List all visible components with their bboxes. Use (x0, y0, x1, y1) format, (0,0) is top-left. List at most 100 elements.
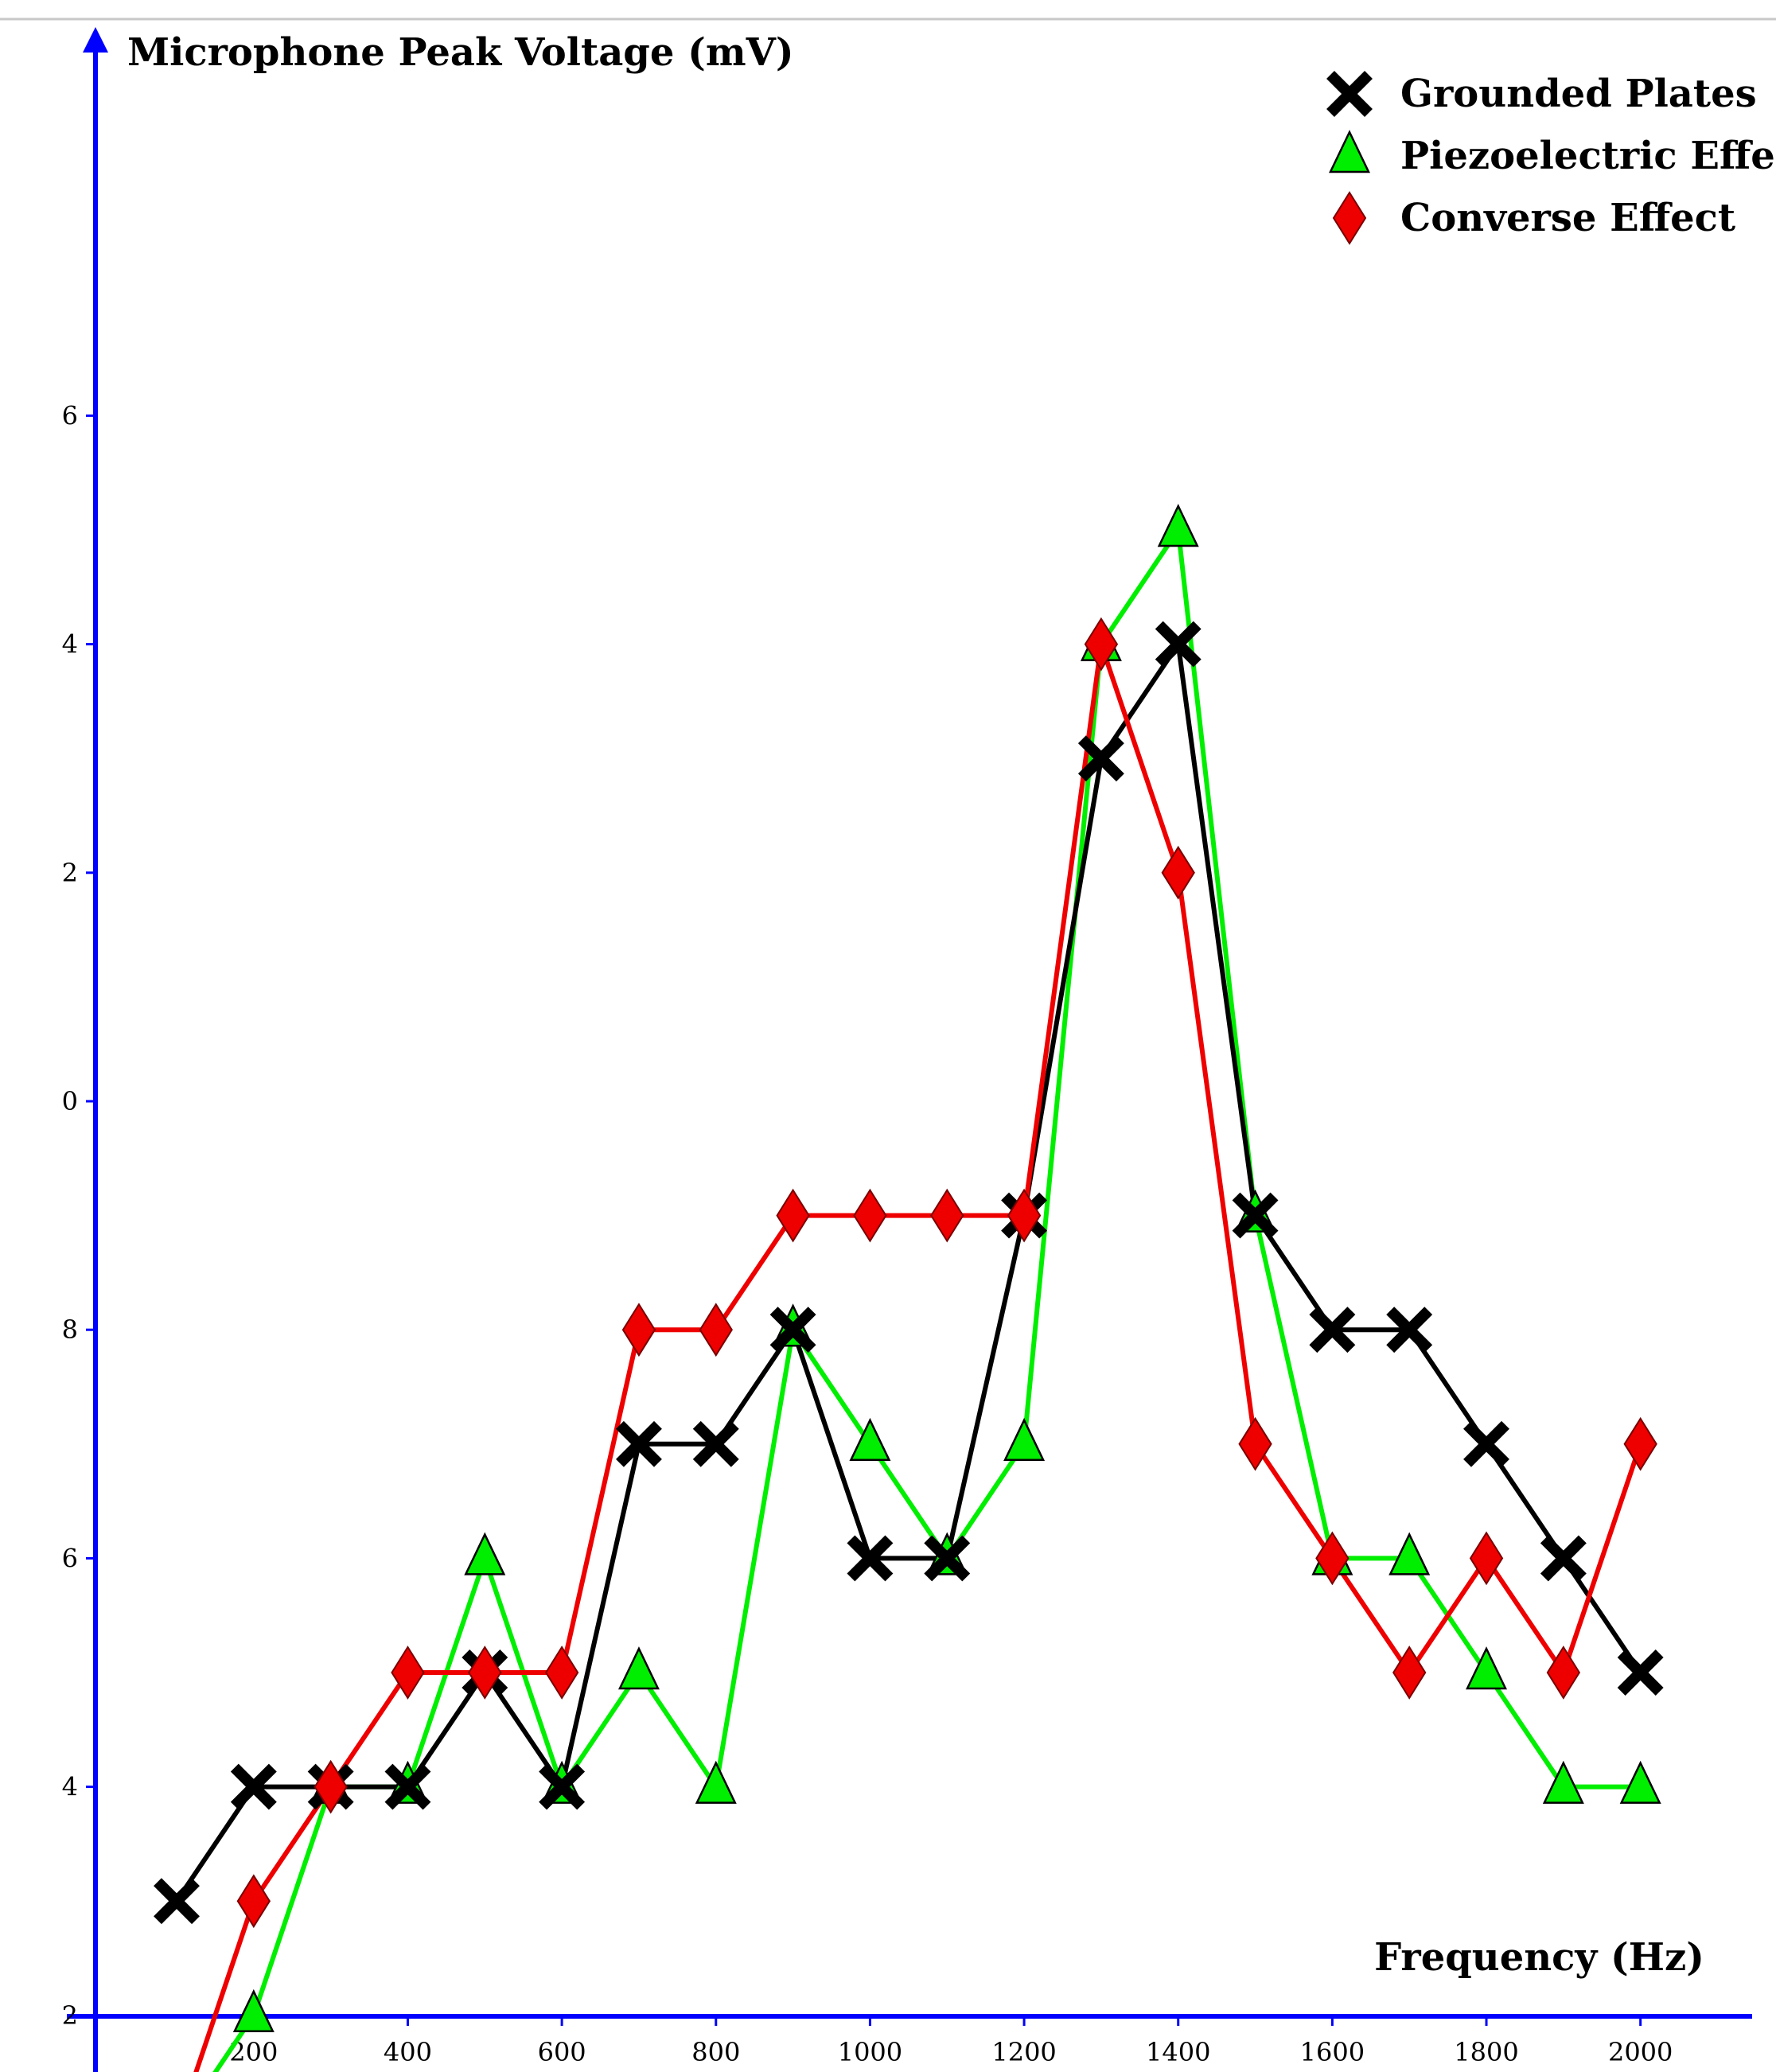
x-tick-label-4: 1000 (838, 2037, 902, 2067)
grounded-plates-point-19 (1540, 1535, 1587, 1582)
y-tick-label-0: 2 (62, 2000, 78, 2031)
grounded-plates-point-4-stroke-b (384, 1763, 431, 1810)
y-tick-label-7: 6 (62, 400, 78, 430)
grounded-plates-point-8 (692, 1420, 739, 1467)
grounded-plates-point-2 (230, 1763, 277, 1810)
piezoelectric-effect-point-18 (1466, 1646, 1508, 1690)
legend-label-grounded-plates: Grounded Plates (1400, 72, 1757, 116)
grounded-plates-point-14 (1155, 621, 1202, 668)
grounded-plates-point-20-stroke-b (1617, 1649, 1664, 1696)
legend-label-piezoelectric-effect: Piezoelectric Effect (1400, 134, 1776, 178)
piezoelectric-effect-point-5 (464, 1532, 506, 1575)
grounded-plates-point-17 (1386, 1307, 1433, 1353)
x-tick-label-8: 1800 (1454, 2037, 1518, 2067)
converse-effect-point-15 (1238, 1416, 1272, 1471)
grounded-plates-point-18 (1463, 1420, 1509, 1467)
x-tick-label-2: 600 (538, 2037, 586, 2067)
legend-marker-grounded-plates (1326, 71, 1373, 117)
x-tick-label-9: 2000 (1608, 2037, 1673, 2067)
piezoelectric-effect-point-7 (617, 1646, 660, 1690)
y-axis-title: Microphone Peak Voltage (mV) (127, 30, 794, 75)
converse-effect-point-5 (468, 1646, 502, 1700)
legend-marker-grounded-plates-stroke-b (1326, 71, 1373, 117)
y-ticks: 2 4 6 8 0 2 4 6 (62, 400, 95, 2031)
piezoelectric-effect-point-10 (849, 1417, 891, 1462)
y-tick-label-2: 6 (62, 1543, 78, 1573)
series-markers-converse-effect (236, 617, 1657, 1929)
converse-effect-point-10 (853, 1188, 887, 1243)
series-line-piezoelectric-effect (212, 528, 1641, 2072)
series-line-converse-effect (193, 641, 1643, 2072)
piezoelectric-effect-point-8 (695, 1760, 737, 1804)
x-ticks: 200 400 600 800 1000 1200 1400 1600 1800 2000 (229, 2016, 1673, 2067)
x-tick-label-5: 1200 (991, 2037, 1056, 2067)
grounded-plates-point-6-stroke-b (539, 1763, 586, 1810)
grounded-plates-point-20 (1617, 1649, 1664, 1696)
grounded-plates-point-1-stroke-b (154, 1878, 200, 1925)
series-markers-grounded-plates (154, 621, 1664, 1925)
legend: Grounded Plates Piezoelectric Effect Conve… (1326, 71, 1776, 245)
grounded-plates-point-17-stroke-b (1386, 1307, 1433, 1353)
piezoelectric-effect-point-2 (232, 1988, 275, 2033)
converse-effect-point-12 (1007, 1188, 1042, 1243)
converse-effect-point-8 (699, 1303, 733, 1357)
converse-effect-point-2 (236, 1874, 271, 1929)
axes (67, 27, 1752, 2072)
grounded-plates-point-19-stroke-b (1540, 1535, 1587, 1582)
piezoelectric-effect-point-17 (1388, 1532, 1431, 1575)
converse-effect-point-9 (776, 1188, 810, 1243)
grounded-plates-point-16 (1309, 1307, 1356, 1353)
piezoelectric-effect-point-12 (1003, 1417, 1046, 1462)
grounded-plates-point-4 (384, 1763, 431, 1810)
grounded-plates-point-10-stroke-b (847, 1535, 894, 1582)
converse-effect-point-7 (621, 1303, 656, 1357)
converse-effect-point-18 (1469, 1531, 1504, 1586)
grounded-plates-point-18-stroke-b (1463, 1420, 1509, 1467)
grounded-plates-point-7-stroke-b (616, 1420, 662, 1467)
grounded-plates-point-11-stroke-b (924, 1535, 971, 1582)
grounded-plates-point-1 (154, 1878, 200, 1925)
y-tick-label-6: 4 (62, 629, 78, 660)
converse-effect-point-16 (1315, 1531, 1350, 1586)
series-converse-effect (193, 641, 1643, 2072)
converse-effect-point-17 (1392, 1646, 1427, 1700)
grounded-plates-point-2-stroke-b (230, 1763, 277, 1810)
converse-effect-point-13 (1084, 617, 1119, 672)
grounded-plates-point-6 (539, 1763, 586, 1810)
converse-effect-point-4 (391, 1646, 425, 1700)
x-tick-label-3: 800 (691, 2037, 740, 2067)
x-tick-label-7: 1600 (1300, 2037, 1365, 2067)
x-tick-label-1: 400 (384, 2037, 432, 2067)
series-grounded-plates (174, 641, 1643, 1903)
grounded-plates-point-15-stroke-b (1232, 1192, 1279, 1239)
series-piezoelectric-effect (212, 528, 1641, 2072)
y-axis-arrow (83, 27, 108, 53)
converse-effect-point-3 (314, 1759, 348, 1814)
piezoelectric-effect-point-14 (1157, 504, 1199, 547)
grounded-plates-point-11 (924, 1535, 971, 1582)
grounded-plates-point-8-stroke-b (692, 1420, 739, 1467)
y-tick-label-3: 8 (62, 1314, 78, 1345)
converse-effect-point-6 (544, 1646, 579, 1700)
plot-area (154, 504, 1664, 2072)
legend-label-converse-effect: Converse Effect (1400, 196, 1735, 240)
y-tick-label-4: 0 (62, 1086, 78, 1116)
grounded-plates-point-13-stroke-b (1077, 735, 1124, 782)
legend-marker-piezoelectric-effect (1329, 130, 1370, 173)
series-markers-piezoelectric-effect (232, 504, 1661, 2033)
grounded-plates-point-7 (616, 1420, 662, 1467)
grounded-plates-point-16-stroke-b (1309, 1307, 1356, 1353)
grounded-plates-point-9-stroke-b (769, 1307, 816, 1353)
converse-effect-point-14 (1161, 845, 1195, 900)
grounded-plates-point-15 (1232, 1192, 1279, 1239)
converse-effect-point-11 (930, 1188, 964, 1243)
grounded-plates-point-9 (769, 1307, 816, 1353)
converse-effect-point-19 (1546, 1646, 1581, 1700)
piezoelectric-effect-point-20 (1619, 1760, 1661, 1804)
legend-marker-converse-effect (1332, 191, 1367, 245)
grounded-plates-point-13 (1077, 735, 1124, 782)
y-tick-label-1: 4 (62, 1772, 78, 1802)
piezoelectric-effect-point-19 (1542, 1760, 1584, 1804)
x-tick-label-6: 1400 (1146, 2037, 1210, 2067)
